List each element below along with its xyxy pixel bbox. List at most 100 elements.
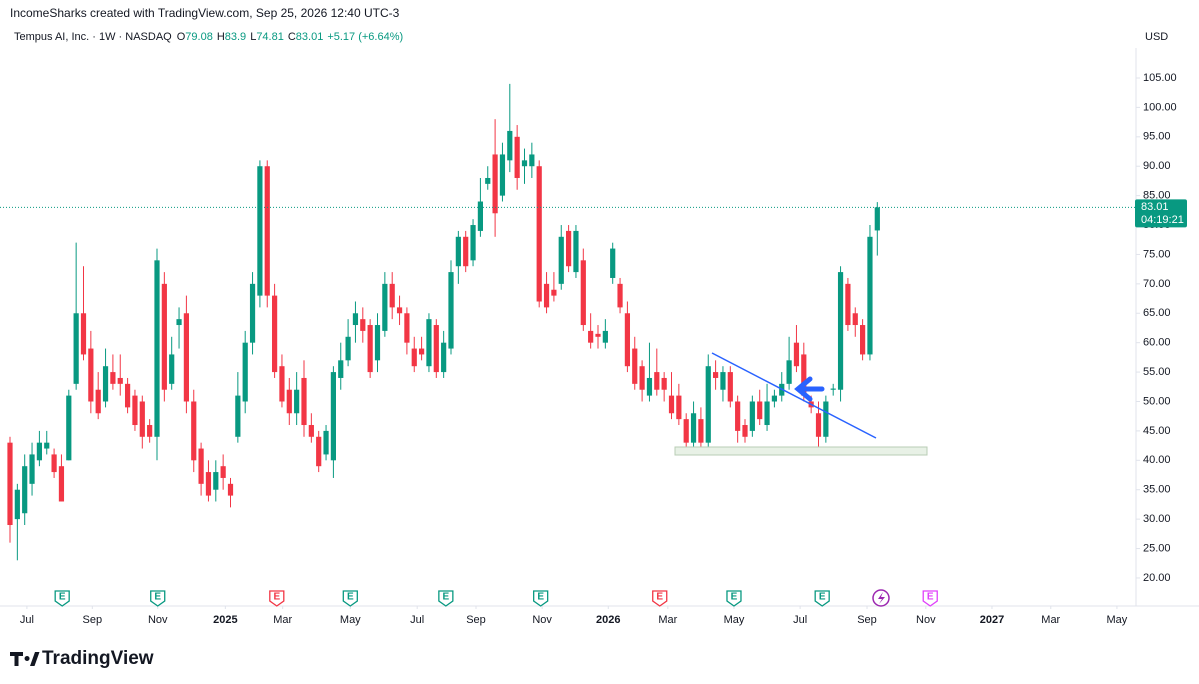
candle-body — [521, 160, 528, 167]
legend-item: C — [288, 31, 296, 43]
candle-body — [88, 348, 94, 402]
candle-body — [132, 395, 138, 426]
candle-body — [367, 325, 373, 373]
candle-body — [117, 377, 123, 384]
event-label: E — [443, 592, 450, 603]
event-icon — [652, 590, 668, 607]
candle-body — [323, 430, 329, 455]
candle-body — [742, 425, 748, 437]
candle-body — [713, 372, 719, 378]
candle-body — [514, 136, 520, 178]
candle-body — [257, 166, 263, 296]
candle-body — [852, 313, 858, 326]
candle-body — [558, 236, 564, 284]
candle-body — [316, 436, 322, 467]
candle-body — [301, 377, 307, 426]
header: IncomeSharks created with TradingView.co… — [10, 6, 400, 20]
event-label: E — [273, 592, 280, 603]
event-icon — [54, 590, 70, 607]
candle-body — [382, 283, 388, 331]
x-tick-label: May — [340, 614, 361, 626]
x-tick-label: Sep — [466, 614, 486, 626]
candle-body — [727, 372, 733, 402]
y-tick-label: 85.00 — [1143, 190, 1171, 202]
candle-body — [617, 283, 623, 308]
candle-body — [198, 448, 204, 484]
candle-body — [235, 395, 241, 437]
y-tick-label: 25.00 — [1143, 542, 1171, 554]
event-label: E — [731, 592, 738, 603]
y-tick-label: 20.00 — [1143, 572, 1171, 584]
candle-body — [227, 483, 234, 496]
candle-body — [477, 201, 484, 231]
candle-body — [463, 236, 469, 267]
y-tick-label: 105.00 — [1143, 72, 1177, 84]
zone — [674, 446, 928, 456]
candle-body — [624, 313, 631, 367]
candle-body — [720, 372, 726, 390]
candle-body — [698, 419, 704, 443]
legend-item: 83.01 — [296, 31, 324, 43]
candle-body — [654, 372, 660, 390]
x-tick-label: Mar — [1041, 614, 1060, 626]
y-tick-label: 90.00 — [1143, 160, 1171, 172]
candle-body — [499, 154, 506, 196]
event-icon — [814, 590, 830, 607]
candle-body — [294, 389, 300, 414]
arrow — [794, 376, 825, 402]
candle-body — [867, 236, 873, 355]
candle-body — [815, 413, 822, 437]
candle-body — [683, 419, 689, 443]
candle-body — [801, 354, 807, 396]
legend: Tempus AI, Inc. · 1W · NASDAQ O79.08 H83.9… — [14, 31, 403, 43]
candle-body — [830, 388, 836, 390]
x-tick-label: 2027 — [980, 614, 1004, 626]
candle-body — [771, 395, 778, 402]
logo: TradingView — [10, 648, 154, 669]
candle-body — [668, 395, 675, 414]
candle-body — [14, 489, 20, 520]
candle-body — [793, 342, 800, 367]
event-label: E — [927, 592, 934, 603]
candle-body — [595, 333, 601, 337]
y-tick-label: 75.00 — [1143, 248, 1171, 260]
y-tick-label: 55.00 — [1143, 366, 1171, 378]
x-tick-label: May — [724, 614, 745, 626]
candle-body — [205, 472, 212, 496]
candle-body — [139, 401, 145, 437]
candle-body — [124, 383, 131, 408]
candle-body — [837, 272, 844, 390]
x-tick-label: Sep — [83, 614, 103, 626]
x-tick-label: May — [1107, 614, 1128, 626]
candle-body — [705, 366, 711, 443]
candle-body — [286, 389, 292, 414]
candle-body — [330, 372, 336, 461]
candle-body — [360, 319, 366, 331]
candle-body — [102, 366, 109, 402]
candle-body — [264, 166, 270, 296]
x-tick-label: Jul — [20, 614, 34, 626]
legend-item: O — [177, 31, 186, 43]
candle-body — [169, 354, 175, 384]
candle-body — [639, 366, 645, 390]
event-label: E — [154, 592, 161, 603]
candle-body — [536, 166, 542, 302]
candle-body — [845, 283, 851, 326]
candle-body — [352, 313, 359, 326]
y-tick-label: 95.00 — [1143, 131, 1171, 143]
event-label: E — [819, 592, 826, 603]
trendline — [711, 352, 877, 439]
candle-body — [860, 325, 866, 355]
candle-body — [441, 342, 447, 373]
event-label: E — [656, 592, 663, 603]
countdown: 04:19:21 — [1141, 214, 1184, 226]
x-tick-label: 2026 — [596, 614, 620, 626]
legend-item: 83.9 — [225, 31, 246, 43]
candle-body — [823, 401, 829, 437]
candle-body — [433, 325, 439, 373]
y-tick-label: 65.00 — [1143, 307, 1171, 319]
candle-body — [874, 207, 880, 231]
candle-body — [7, 442, 13, 526]
